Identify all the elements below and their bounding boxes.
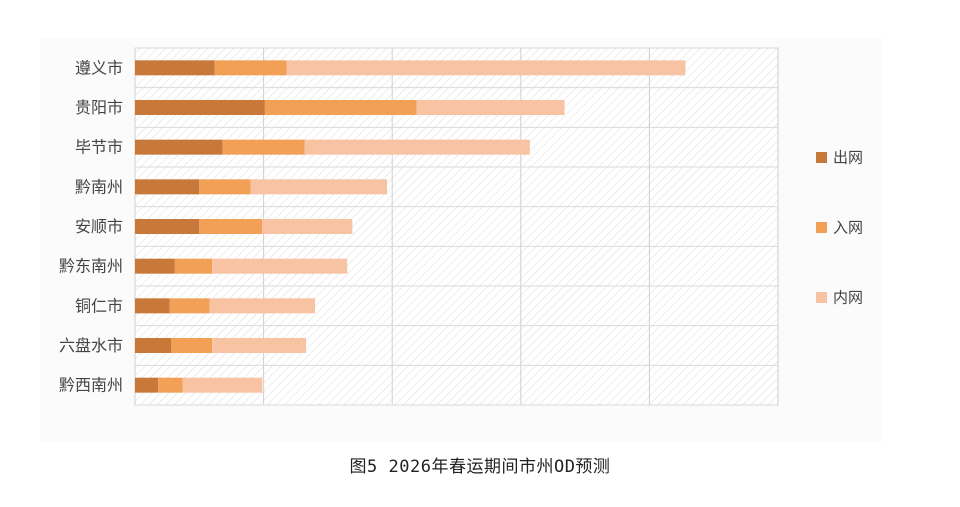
bar-入网-黔西南州 bbox=[158, 377, 183, 393]
bar-入网-毕节市 bbox=[222, 139, 305, 155]
bar-入网-黔东南州 bbox=[174, 258, 213, 274]
bar-出网-贵阳市 bbox=[135, 100, 265, 115]
category-label: 黔西南州 bbox=[59, 376, 123, 395]
bar-内网-黔东南州 bbox=[212, 258, 348, 274]
category-label: 黔东南州 bbox=[59, 257, 123, 276]
bar-入网-黔南州 bbox=[199, 179, 251, 195]
bar-出网-黔东南州 bbox=[135, 258, 175, 274]
legend-label: 出网 bbox=[833, 149, 863, 167]
legend-swatch-入网 bbox=[816, 222, 827, 233]
bar-出网-铜仁市 bbox=[135, 298, 170, 314]
category-label: 遵义市 bbox=[75, 58, 123, 77]
bar-出网-安顺市 bbox=[135, 219, 200, 234]
bar-入网-六盘水市 bbox=[171, 338, 213, 353]
bar-内网-遵义市 bbox=[286, 60, 686, 76]
bar-出网-黔南州 bbox=[135, 179, 200, 195]
legend-label: 入网 bbox=[833, 219, 863, 237]
category-label: 毕节市 bbox=[75, 138, 123, 157]
bar-内网-黔西南州 bbox=[182, 377, 263, 393]
bar-出网-黔西南州 bbox=[135, 377, 159, 393]
bar-入网-铜仁市 bbox=[169, 298, 210, 314]
legend-swatch-出网 bbox=[816, 152, 827, 163]
figure-caption: 图5 2026年春运期间市州OD预测 bbox=[349, 457, 611, 477]
bar-入网-贵阳市 bbox=[264, 100, 417, 115]
legend-label: 内网 bbox=[833, 289, 863, 307]
category-label: 铜仁市 bbox=[75, 296, 123, 315]
chart-panel: 遵义市贵阳市毕节市黔南州安顺市黔东南州铜仁市六盘水市黔西南州 出网入网内网 bbox=[40, 38, 882, 442]
bar-出网-六盘水市 bbox=[135, 338, 172, 353]
category-label: 六盘水市 bbox=[59, 336, 123, 355]
bar-内网-铜仁市 bbox=[209, 298, 316, 314]
bar-入网-安顺市 bbox=[199, 219, 263, 234]
legend-swatch-内网 bbox=[816, 292, 827, 303]
bar-内网-黔南州 bbox=[250, 179, 388, 195]
bar-内网-六盘水市 bbox=[212, 338, 307, 353]
bar-内网-贵阳市 bbox=[416, 100, 565, 115]
bar-入网-遵义市 bbox=[214, 60, 287, 76]
bar-出网-遵义市 bbox=[135, 60, 215, 76]
bar-内网-毕节市 bbox=[304, 139, 530, 155]
bar-内网-安顺市 bbox=[262, 219, 353, 234]
category-label: 贵阳市 bbox=[75, 98, 123, 117]
bar-出网-毕节市 bbox=[135, 139, 223, 155]
category-label: 黔南州 bbox=[75, 177, 123, 196]
category-label: 安顺市 bbox=[75, 217, 123, 236]
